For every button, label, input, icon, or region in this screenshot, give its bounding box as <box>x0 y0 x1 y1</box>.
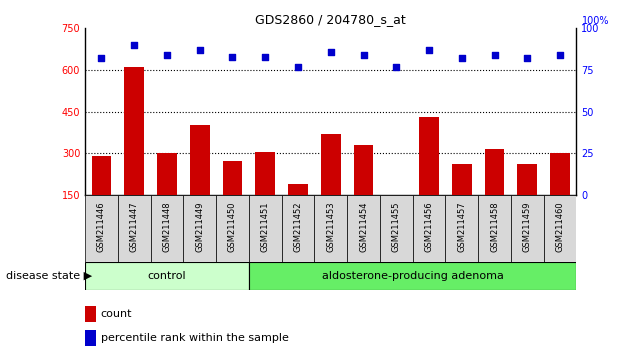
Bar <box>124 67 144 195</box>
Point <box>227 54 238 59</box>
Bar <box>321 134 341 195</box>
Point <box>293 64 303 69</box>
Bar <box>517 164 537 195</box>
Bar <box>452 164 472 195</box>
Point <box>358 52 369 58</box>
Text: GSM211447: GSM211447 <box>130 201 139 252</box>
Bar <box>347 195 380 262</box>
Point <box>162 52 172 58</box>
Text: GSM211448: GSM211448 <box>163 201 171 252</box>
Point <box>260 54 270 59</box>
Bar <box>413 195 445 262</box>
Bar <box>85 262 249 290</box>
Point <box>522 56 532 61</box>
Bar <box>353 145 374 195</box>
Bar <box>249 262 576 290</box>
Text: GSM211450: GSM211450 <box>228 201 237 252</box>
Bar <box>85 306 96 322</box>
Bar <box>419 117 439 195</box>
Bar <box>484 149 505 195</box>
Text: disease state ▶: disease state ▶ <box>6 271 93 281</box>
Text: GSM211453: GSM211453 <box>326 201 335 252</box>
Bar <box>255 152 275 195</box>
Text: GSM211446: GSM211446 <box>97 201 106 252</box>
Bar <box>550 153 570 195</box>
Title: GDS2860 / 204780_s_at: GDS2860 / 204780_s_at <box>255 13 406 26</box>
Text: GSM211458: GSM211458 <box>490 201 499 252</box>
Text: count: count <box>101 309 132 319</box>
Point <box>457 56 467 61</box>
Text: GSM211454: GSM211454 <box>359 201 368 252</box>
Text: GSM211452: GSM211452 <box>294 201 302 252</box>
Bar <box>157 153 177 195</box>
Point <box>490 52 500 58</box>
Bar <box>445 195 478 262</box>
Point <box>555 52 565 58</box>
Bar <box>511 195 544 262</box>
Bar <box>216 195 249 262</box>
Text: GSM211459: GSM211459 <box>523 201 532 252</box>
Text: aldosterone-producing adenoma: aldosterone-producing adenoma <box>322 271 503 281</box>
Point <box>391 64 401 69</box>
Text: GSM211457: GSM211457 <box>457 201 466 252</box>
Text: percentile rank within the sample: percentile rank within the sample <box>101 332 289 343</box>
Point <box>326 49 336 55</box>
Bar <box>544 195 576 262</box>
Bar <box>222 161 243 195</box>
Point <box>129 42 139 48</box>
Point <box>96 56 106 61</box>
Bar <box>249 195 282 262</box>
Text: GSM211451: GSM211451 <box>261 201 270 252</box>
Bar <box>91 156 112 195</box>
Bar <box>314 195 347 262</box>
Text: GSM211460: GSM211460 <box>556 201 564 252</box>
Bar <box>288 184 308 195</box>
Bar <box>282 195 314 262</box>
Text: GSM211455: GSM211455 <box>392 201 401 252</box>
Point <box>195 47 205 53</box>
Point <box>424 47 434 53</box>
Bar <box>118 195 151 262</box>
Bar <box>386 195 406 196</box>
Text: GSM211456: GSM211456 <box>425 201 433 252</box>
Bar <box>478 195 511 262</box>
Bar <box>190 125 210 195</box>
Bar <box>380 195 413 262</box>
Text: control: control <box>147 271 186 281</box>
Bar <box>183 195 216 262</box>
Bar <box>85 330 96 346</box>
Text: 100%: 100% <box>582 16 609 25</box>
Bar <box>151 195 183 262</box>
Text: GSM211449: GSM211449 <box>195 201 204 252</box>
Bar <box>85 195 118 262</box>
